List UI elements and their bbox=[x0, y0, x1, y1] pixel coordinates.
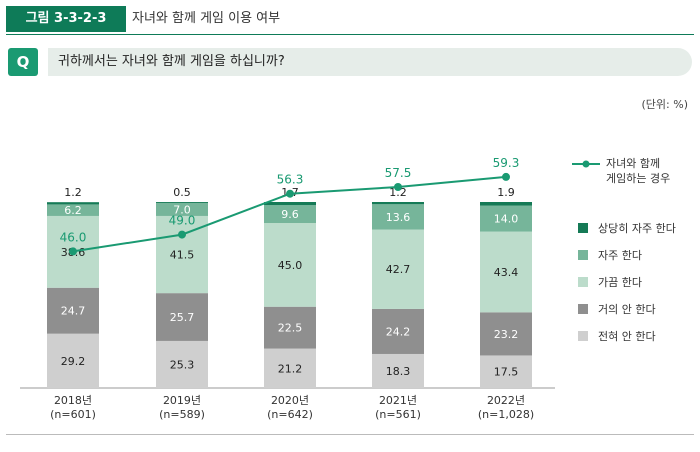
bar-segment bbox=[480, 312, 532, 356]
trend-point bbox=[286, 189, 294, 198]
trend-value-label: 59.3 bbox=[493, 156, 520, 170]
trend-point bbox=[69, 247, 77, 256]
trend-value-label: 56.3 bbox=[277, 173, 304, 187]
bar-segment bbox=[372, 202, 424, 205]
trend-point bbox=[178, 230, 186, 239]
bar-value-label: 1.2 bbox=[389, 186, 407, 199]
bar-value-label: 6.2 bbox=[64, 204, 82, 217]
bar-value-label: 25.7 bbox=[170, 311, 195, 324]
legend-label: 상당히 자주 한다 bbox=[598, 221, 676, 235]
bar-value-label: 45.0 bbox=[278, 259, 303, 272]
bar-value-label: 41.5 bbox=[170, 249, 195, 262]
bar-segment bbox=[480, 202, 532, 206]
bar-value-label: 22.5 bbox=[278, 322, 303, 335]
bar-value-label: 17.5 bbox=[494, 366, 519, 379]
legend-swatch bbox=[578, 304, 588, 314]
bar-segment bbox=[47, 204, 99, 216]
bar-value-label: 21.2 bbox=[278, 362, 303, 375]
bar-segment bbox=[156, 340, 208, 388]
trend-value-label: 46.0 bbox=[60, 230, 87, 244]
legend-label: 자주 한다 bbox=[598, 249, 642, 262]
figure-title: 자녀와 함께 게임 이용 여부 bbox=[132, 11, 281, 26]
bar-value-label: 1.2 bbox=[64, 186, 82, 199]
bar-value-label: 24.7 bbox=[61, 305, 86, 318]
question-bar: Q 귀하께서는 자녀와 함께 게임을 하십니까? bbox=[8, 48, 692, 76]
legend-label: 가끔 한다 bbox=[598, 276, 642, 289]
bar-segment bbox=[372, 204, 424, 230]
x-tick-label: 2018년 bbox=[54, 394, 92, 407]
bar-segment bbox=[264, 306, 316, 349]
legend-label: 전혀 안 한다 bbox=[598, 330, 656, 343]
bar-value-label: 43.4 bbox=[494, 266, 519, 279]
unit-label: (단위: %) bbox=[641, 98, 688, 111]
trend-value-label: 49.0 bbox=[169, 214, 196, 228]
x-tick-label: 2020년 bbox=[271, 394, 309, 407]
bar-segment bbox=[47, 202, 99, 205]
bar-value-label: 24.2 bbox=[386, 325, 411, 338]
bar-segment bbox=[264, 348, 316, 388]
trend-point bbox=[394, 183, 402, 191]
bar-value-label: 29.2 bbox=[61, 355, 86, 368]
figure-number: 그림 3-3-2-3 bbox=[6, 6, 126, 32]
bar-value-label: 14.0 bbox=[494, 213, 519, 226]
bar-value-label: 1.9 bbox=[497, 186, 515, 199]
header-divider bbox=[6, 34, 694, 35]
bar-segment bbox=[156, 202, 208, 203]
bar-value-label: 9.6 bbox=[281, 208, 299, 221]
sample-size-label: (n=561) bbox=[375, 408, 421, 421]
legend-swatch bbox=[578, 277, 588, 287]
legend-label: 게임하는 경우 bbox=[606, 171, 670, 185]
legend-swatch bbox=[578, 331, 588, 341]
trend-value-label: 57.5 bbox=[385, 166, 412, 180]
bar-value-label: 23.2 bbox=[494, 328, 519, 341]
bar-value-label: 13.6 bbox=[386, 211, 411, 224]
question-badge: Q bbox=[8, 48, 38, 76]
bar-segment bbox=[480, 205, 532, 232]
bottom-divider bbox=[6, 434, 694, 435]
legend-line-marker bbox=[582, 160, 590, 168]
bar-segment bbox=[264, 202, 316, 206]
legend-swatch bbox=[578, 250, 588, 260]
x-tick-label: 2019년 bbox=[163, 394, 201, 407]
bar-segment bbox=[264, 205, 316, 224]
bar-segment bbox=[47, 333, 99, 388]
sample-size-label: (n=1,028) bbox=[478, 408, 534, 421]
bar-value-label: 18.3 bbox=[386, 365, 411, 378]
legend-label: 자녀와 함께 bbox=[606, 157, 660, 170]
bar-segment bbox=[372, 229, 424, 309]
x-tick-label: 2021년 bbox=[379, 394, 417, 407]
bar-segment bbox=[480, 355, 532, 388]
sample-size-label: (n=589) bbox=[159, 408, 205, 421]
bar-segment bbox=[480, 231, 532, 313]
bar-segment bbox=[264, 223, 316, 307]
bar-segment bbox=[156, 293, 208, 341]
trend-point bbox=[502, 172, 510, 181]
bar-segment bbox=[372, 308, 424, 354]
bar-segment bbox=[372, 353, 424, 388]
bar-value-label: 42.7 bbox=[386, 263, 411, 276]
figure-header: 그림 3-3-2-3 자녀와 함께 게임 이용 여부 bbox=[0, 6, 700, 35]
bar-value-label: 0.5 bbox=[173, 186, 191, 199]
bar-value-label: 25.3 bbox=[170, 358, 195, 371]
question-text: 귀하께서는 자녀와 함께 게임을 하십니까? bbox=[48, 48, 692, 76]
x-tick-label: 2022년 bbox=[487, 394, 525, 407]
bar-value-label: 7.0 bbox=[173, 203, 191, 216]
legend-swatch bbox=[578, 223, 588, 233]
legend-label: 거의 안 한다 bbox=[598, 303, 656, 316]
bar-segment bbox=[156, 202, 208, 216]
bar-segment bbox=[47, 287, 99, 334]
sample-size-label: (n=601) bbox=[50, 408, 96, 421]
sample-size-label: (n=642) bbox=[267, 408, 313, 421]
